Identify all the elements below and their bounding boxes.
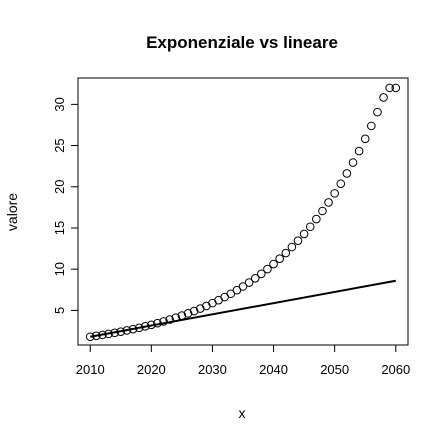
x-tick-label: 2010 [76, 362, 105, 377]
data-point [244, 278, 254, 287]
data-point [183, 309, 193, 318]
data-point [324, 198, 333, 207]
data-point [269, 259, 278, 269]
y-tick-label: 15 [52, 221, 67, 235]
y-tick-label: 20 [52, 180, 67, 194]
y-axis-label: valore [4, 193, 20, 231]
y-tick-label: 30 [52, 97, 67, 111]
data-point [263, 264, 272, 274]
data-point [348, 158, 358, 167]
data-point [299, 229, 309, 239]
series-layer [85, 83, 401, 342]
y-tick-label: 25 [52, 138, 67, 152]
y-axis: 5 10 15 20 25 30 [52, 97, 79, 314]
data-point [159, 317, 168, 326]
x-tick-label: 2040 [259, 362, 288, 377]
data-point [336, 179, 346, 189]
data-point [189, 306, 199, 316]
data-point [330, 189, 339, 198]
y-tick-label: 10 [52, 262, 67, 276]
x-axis: 2010 2020 2030 2040 2050 2060 [76, 344, 410, 377]
data-point [379, 93, 388, 102]
y-tick-label: 5 [52, 307, 67, 314]
x-axis-label: x [239, 405, 246, 421]
data-point [312, 214, 321, 224]
chart-title: Exponenziale vs lineare [146, 33, 338, 52]
data-point [287, 242, 297, 252]
plot-frame [77, 77, 409, 346]
x-tick-label: 2020 [137, 362, 166, 377]
x-tick-label: 2060 [381, 362, 410, 377]
data-point [238, 282, 248, 291]
x-tick-label: 2030 [198, 362, 227, 377]
data-point [232, 285, 242, 295]
data-point [293, 236, 303, 245]
data-point [281, 248, 291, 258]
data-point [342, 169, 352, 178]
data-point [391, 83, 401, 93]
x-tick-label: 2050 [320, 362, 349, 377]
linear-series-line [90, 279, 396, 338]
data-point [165, 315, 174, 324]
data-point [250, 274, 260, 283]
data-point [373, 107, 382, 117]
data-point [360, 134, 370, 144]
data-point [367, 121, 376, 131]
data-point [305, 222, 315, 232]
data-point [354, 146, 364, 156]
data-point [318, 206, 327, 216]
data-point [385, 83, 394, 93]
data-point [275, 254, 284, 264]
data-point [257, 269, 266, 279]
